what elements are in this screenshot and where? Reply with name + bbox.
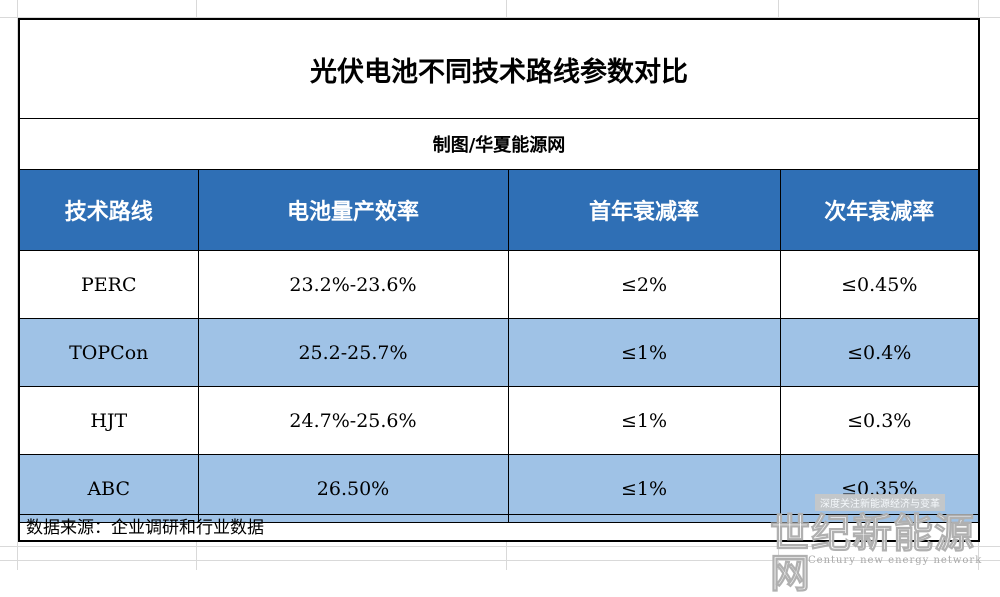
- table-row: TOPCon 25.2-25.7% ≤1% ≤0.4%: [20, 318, 978, 387]
- table-cell: 26.50%: [197, 454, 509, 523]
- comparison-sheet: 光伏电池不同技术路线参数对比 制图/华夏能源网 技术路线 电池量产效率 首年衰减…: [18, 18, 980, 542]
- table-cell: PERC: [20, 250, 199, 319]
- header-first-year-decay: 首年衰减率: [507, 170, 781, 251]
- table-cell: 24.7%-25.6%: [197, 386, 509, 455]
- table-row: ABC 26.50% ≤1% ≤0.35%: [20, 454, 978, 523]
- table-cell: ≤0.3%: [779, 386, 978, 455]
- watermark-logo: 世纪新能源网: [770, 510, 975, 597]
- table-cell: ≤1%: [507, 318, 781, 387]
- parameter-table: 技术路线 电池量产效率 首年衰减率 次年衰减率 PERC 23.2%-23.6%…: [20, 170, 978, 523]
- table-row: PERC 23.2%-23.6% ≤2% ≤0.45%: [20, 250, 978, 319]
- data-source-note: 数据来源：企业调研和行业数据: [20, 514, 978, 540]
- table-header-row: 技术路线 电池量产效率 首年衰减率 次年衰减率: [20, 170, 978, 251]
- table-cell: ≤1%: [507, 454, 781, 523]
- table-cell: 23.2%-23.6%: [197, 250, 509, 319]
- header-route: 技术路线: [20, 170, 199, 251]
- watermark-tagline: 深度关注新能源经济与变革: [815, 494, 945, 511]
- page-title: 光伏电池不同技术路线参数对比: [20, 20, 978, 119]
- table-cell: ≤2%: [507, 250, 781, 319]
- table-cell: ≤1%: [507, 386, 781, 455]
- table-cell: TOPCon: [20, 318, 199, 387]
- table-cell: HJT: [20, 386, 199, 455]
- chart-credit: 制图/华夏能源网: [20, 119, 978, 170]
- table-cell: ABC: [20, 454, 199, 523]
- table-cell: 25.2-25.7%: [197, 318, 509, 387]
- table-cell: ≤0.4%: [779, 318, 978, 387]
- watermark-subtitle: Century new energy network: [808, 555, 983, 566]
- header-second-year-decay: 次年衰减率: [779, 170, 978, 251]
- table-cell: ≤0.45%: [779, 250, 978, 319]
- header-efficiency: 电池量产效率: [197, 170, 509, 251]
- table-row: HJT 24.7%-25.6% ≤1% ≤0.3%: [20, 386, 978, 455]
